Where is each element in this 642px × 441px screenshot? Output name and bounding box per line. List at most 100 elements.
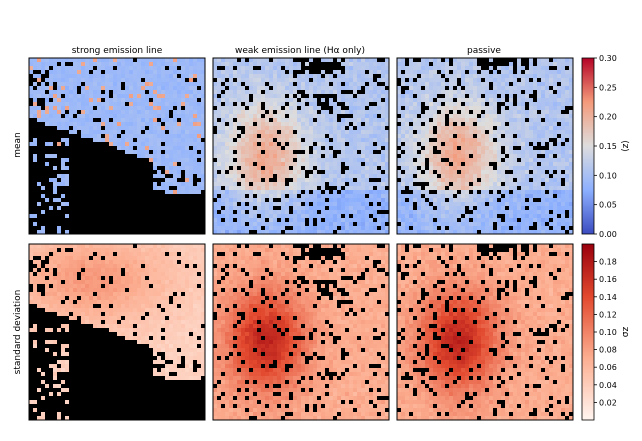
heatmap-cell	[245, 158, 250, 163]
heatmap-cell	[325, 130, 330, 135]
heatmap-cell	[569, 110, 574, 115]
heatmap-cell	[509, 142, 514, 147]
heatmap-cell	[329, 82, 334, 87]
heatmap-cell	[145, 214, 150, 219]
heatmap-cell	[313, 126, 318, 131]
heatmap-cell	[465, 62, 470, 67]
heatmap-cell	[397, 138, 402, 143]
heatmap-cell	[57, 202, 62, 207]
heatmap-cell	[165, 198, 170, 203]
heatmap-cell	[517, 118, 522, 123]
heatmap-cell	[197, 98, 202, 103]
heatmap-cell	[381, 86, 386, 91]
heatmap-cell	[265, 218, 270, 223]
heatmap-cell	[525, 138, 530, 143]
heatmap-cell	[177, 142, 182, 147]
heatmap-cell	[105, 102, 110, 107]
heatmap-cell	[117, 58, 122, 63]
heatmap-cell	[353, 94, 358, 99]
heatmap-cell	[289, 226, 294, 231]
heatmap-cell	[101, 102, 106, 107]
heatmap-cell	[193, 146, 198, 151]
heatmap-cell	[409, 142, 414, 147]
heatmap-cell	[145, 138, 150, 143]
heatmap-cell	[321, 222, 326, 227]
heatmap-cell	[545, 62, 550, 67]
heatmap-cell	[533, 94, 538, 99]
heatmap-cell	[337, 90, 342, 95]
heatmap-cell	[245, 162, 250, 167]
heatmap-cell	[405, 126, 410, 131]
heatmap-cell	[321, 138, 326, 143]
heatmap-cell	[433, 138, 438, 143]
heatmap-cell	[401, 102, 406, 107]
heatmap-cell	[165, 206, 170, 211]
heatmap-cell	[437, 110, 442, 115]
heatmap-cell	[501, 126, 506, 131]
heatmap-cell	[225, 110, 230, 115]
heatmap-cell	[45, 94, 50, 99]
heatmap-cell	[141, 194, 146, 199]
heatmap-cell	[281, 58, 286, 63]
heatmap-cell	[337, 182, 342, 187]
heatmap-cell	[397, 122, 402, 127]
heatmap-cell	[505, 90, 510, 95]
heatmap-cell	[141, 126, 146, 131]
heatmap-cell	[185, 102, 190, 107]
heatmap-cell	[125, 138, 130, 143]
heatmap-cell	[413, 126, 418, 131]
heatmap-cell	[69, 210, 74, 215]
heatmap-cell	[177, 194, 182, 199]
heatmap-cell	[157, 146, 162, 151]
heatmap-cell	[165, 110, 170, 115]
heatmap-cell	[53, 130, 58, 135]
heatmap-cell	[29, 98, 34, 103]
heatmap-cell	[65, 186, 70, 191]
heatmap-cell	[73, 126, 78, 131]
heatmap-cell	[313, 130, 318, 135]
heatmap-cell	[153, 86, 158, 91]
heatmap-cell	[405, 130, 410, 135]
heatmap-cell	[249, 210, 254, 215]
heatmap-cell	[109, 158, 114, 163]
heatmap-cell	[241, 110, 246, 115]
heatmap-cell	[69, 198, 74, 203]
heatmap-cell	[137, 130, 142, 135]
heatmap-cell	[341, 62, 346, 67]
heatmap-cell	[533, 142, 538, 147]
heatmap-cell	[153, 186, 158, 191]
heatmap-cell	[65, 98, 70, 103]
heatmap-cell	[229, 170, 234, 175]
heatmap-cell	[173, 182, 178, 187]
heatmap-cell	[173, 166, 178, 171]
heatmap-cell	[361, 62, 366, 67]
heatmap-cell	[101, 114, 106, 119]
heatmap-cell	[45, 98, 50, 103]
heatmap-cell	[373, 62, 378, 67]
heatmap-cell	[345, 90, 350, 95]
heatmap-cell	[93, 106, 98, 111]
heatmap-cell	[333, 78, 338, 83]
heatmap-cell	[193, 102, 198, 107]
heatmap-cell	[337, 202, 342, 207]
heatmap-cell	[289, 90, 294, 95]
heatmap-cell	[441, 78, 446, 83]
heatmap-cell	[121, 78, 126, 83]
heatmap-cell	[265, 170, 270, 175]
heatmap-cell	[85, 150, 90, 155]
heatmap-cell	[449, 158, 454, 163]
heatmap-cell	[509, 62, 514, 67]
heatmap-cell	[93, 210, 98, 215]
heatmap-cell	[245, 102, 250, 107]
heatmap-cell	[333, 98, 338, 103]
heatmap-cell	[113, 182, 118, 187]
heatmap-cell	[317, 58, 322, 63]
heatmap-cell	[197, 170, 202, 175]
heatmap-cell	[33, 230, 38, 235]
heatmap-cell	[309, 118, 314, 123]
heatmap-cell	[289, 74, 294, 79]
heatmap-cell	[425, 74, 430, 79]
heatmap-cell	[101, 194, 106, 199]
heatmap-cell	[221, 218, 226, 223]
heatmap-cell	[109, 62, 114, 67]
